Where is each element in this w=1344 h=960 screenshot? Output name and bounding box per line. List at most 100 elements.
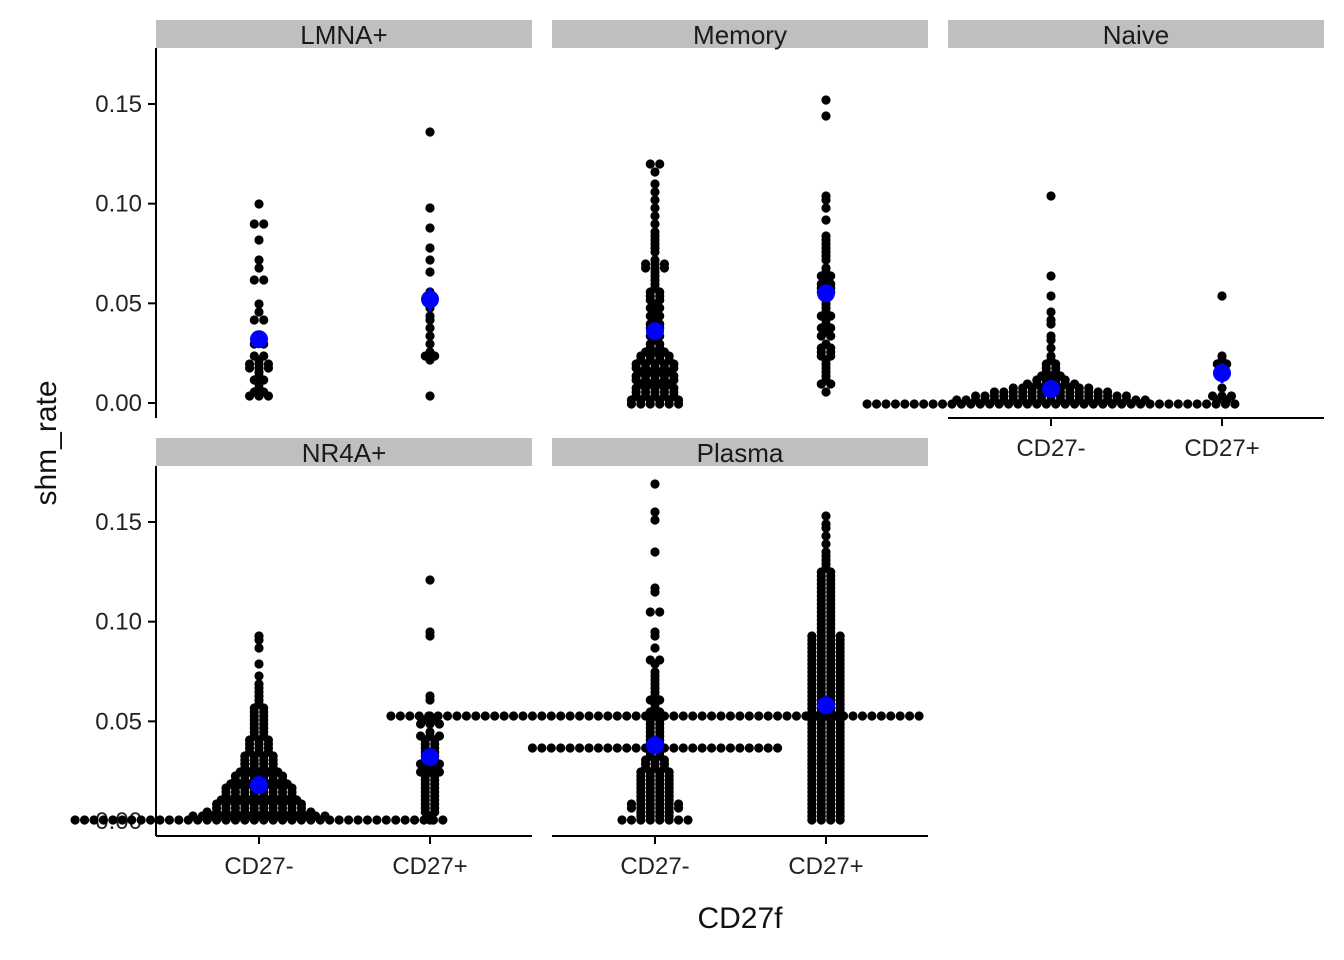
data-point [254,391,264,401]
data-point [688,743,698,753]
data-point [249,275,259,285]
data-point [650,219,660,229]
data-point [821,203,831,213]
data-point [556,711,566,721]
panels-layer: LMNA+ 0.00 0.05 0.10 0.15 Memory Naive CD27- CD2… [70,20,1324,880]
data-point [425,355,435,365]
mean-point [1213,364,1231,383]
data-point [821,539,831,549]
data-point [821,531,831,541]
data-point [900,399,910,409]
data-point [438,815,448,825]
data-point [193,815,203,825]
group-cd27-neg [626,159,684,409]
data-point [622,711,632,721]
data-point [1069,399,1080,409]
data-point [415,719,426,729]
data-point [821,255,831,265]
data-point [145,815,156,825]
data-point [1013,399,1023,409]
data-point [395,711,405,721]
data-point [772,711,783,721]
data-point [650,507,660,517]
data-point [381,815,391,825]
data-point [1192,399,1202,409]
mean-point [421,748,439,767]
data-point [593,743,604,753]
facet-strip-label: LMNA+ [300,20,387,50]
data-point [353,815,363,825]
data-point [622,743,632,753]
data-point [706,743,717,753]
y-tick-label: 0.10 [95,191,142,218]
data-point [631,711,641,721]
data-point [254,659,264,669]
y-tick-label: 0.00 [95,390,142,417]
data-point [763,743,773,753]
data-point [425,127,435,137]
data-point [650,195,660,205]
data-point [650,203,660,213]
data-point [400,815,410,825]
data-point [678,743,688,753]
facet-strip [156,20,532,48]
data-point [848,711,858,721]
x-tick-label: CD27- [224,853,293,880]
data-point [434,719,445,729]
data-point [937,399,948,409]
data-point [425,267,435,277]
data-point [612,743,622,753]
data-point [612,711,622,721]
group-cd27-neg [70,631,448,825]
data-point [650,631,660,641]
data-point [645,159,655,169]
data-point [362,815,373,825]
data-point [716,711,726,721]
mean-point [817,284,835,303]
data-point [249,815,259,825]
mean-point [1042,380,1060,399]
data-point [1098,399,1108,409]
data-point [202,815,212,825]
data-point [584,711,594,721]
data-point [645,815,655,825]
group-cd27-pos [816,95,836,397]
facet-strip-label: Plasma [697,438,784,468]
data-point [697,743,707,753]
data-point [754,711,764,721]
data-point [626,803,637,813]
data-point [425,255,435,265]
data-point [565,711,575,721]
facet-panel-naive: Naive CD27- CD27+ [862,20,1324,462]
data-point [425,323,435,333]
data-point [240,815,250,825]
data-point [409,815,420,825]
data-point [556,743,566,753]
y-tick-label: 0.15 [95,509,142,536]
data-point [821,111,831,121]
data-point [508,711,519,721]
data-point [716,743,726,753]
data-point [697,711,707,721]
data-point [386,711,396,721]
facet-panel-memory: Memory [552,20,928,409]
data-point [254,671,264,681]
data-point [835,815,845,825]
data-point [584,743,594,753]
data-point [325,815,335,825]
data-point [461,711,471,721]
data-point [650,167,660,177]
data-point [254,235,264,245]
data-point [650,643,660,653]
data-point [1164,399,1174,409]
facet-strip-label: Naive [1103,20,1169,50]
data-point [254,199,264,209]
data-point [263,363,274,373]
data-point [947,399,957,409]
data-point [343,815,354,825]
data-point [259,275,269,285]
data-point [669,711,679,721]
data-point [183,815,193,825]
data-point [527,743,538,753]
data-point [518,711,528,721]
